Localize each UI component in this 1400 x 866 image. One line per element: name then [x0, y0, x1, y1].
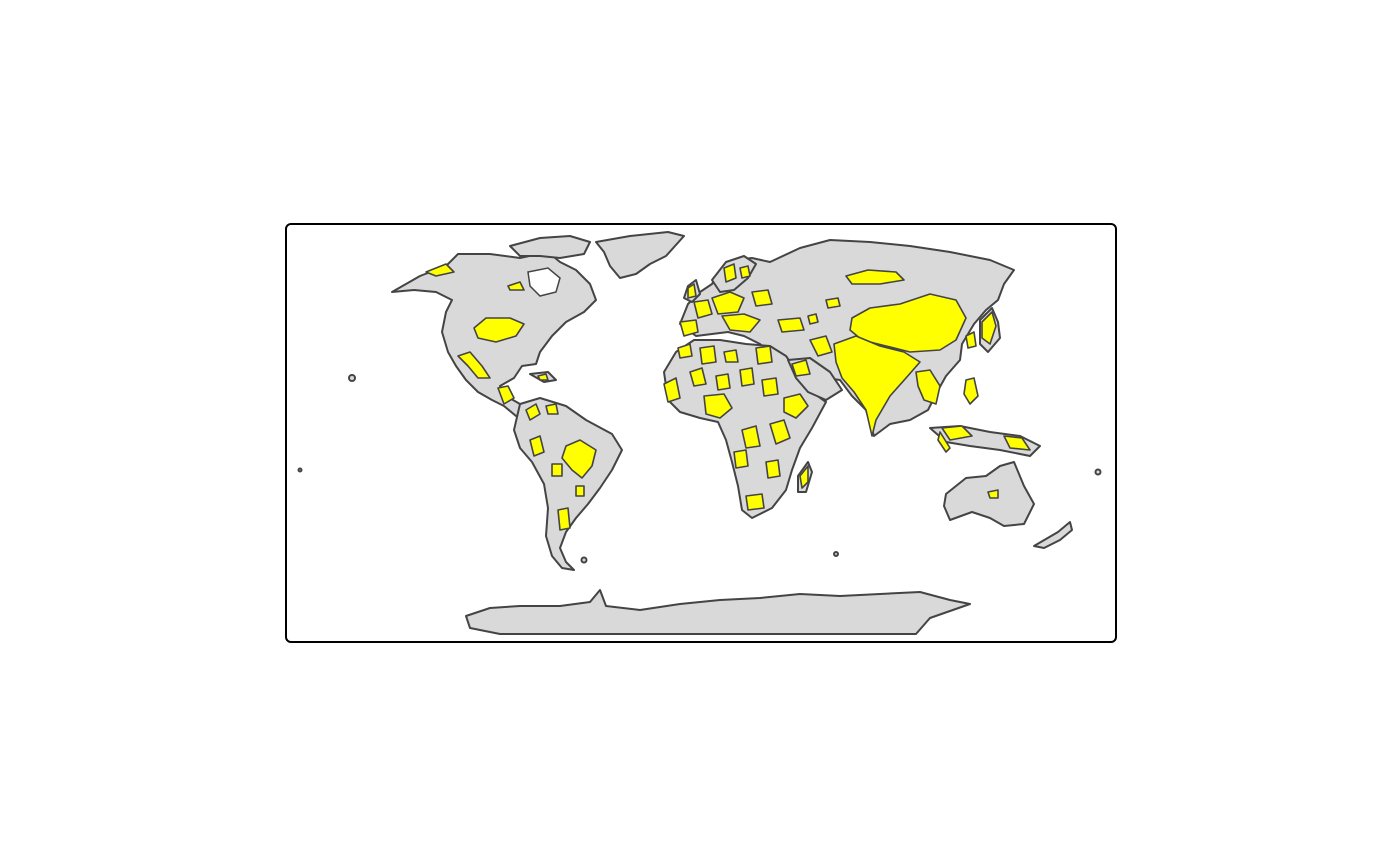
highlight-central-europe [711, 291, 745, 315]
highlight-mali [689, 367, 707, 387]
highlight-ethiopia [783, 393, 809, 419]
highlight-chad [739, 367, 755, 387]
highlight-west-africa [663, 377, 681, 403]
highlight-india [833, 335, 921, 437]
highlight-mexico [457, 351, 491, 379]
landmass-new-zealand [1033, 521, 1073, 549]
landmass-hawaii [348, 374, 356, 382]
highlight-australia-central [987, 489, 999, 499]
landmass-falklands [580, 556, 588, 564]
highlight-southeast-asia [915, 369, 941, 405]
highlight-venezuela [545, 403, 559, 415]
highlight-korea [965, 331, 977, 349]
landmass-pacific-islet [297, 467, 303, 473]
highlight-baltics [739, 265, 751, 279]
landmass-antarctica [465, 589, 971, 635]
landmass-fiji [1094, 468, 1102, 476]
highlight-usa [473, 317, 525, 343]
highlight-philippines [963, 377, 979, 405]
highlight-uruguay [575, 485, 585, 497]
highlight-libya [723, 349, 739, 363]
highlight-angola [733, 449, 749, 469]
highlight-central-america [497, 385, 515, 405]
landmass-greenland [595, 231, 685, 279]
map-frame [285, 223, 1117, 643]
highlight-canada-nw [425, 263, 455, 277]
highlight-iran [809, 335, 833, 357]
highlight-turkey [777, 317, 805, 333]
landmass-kerguelen [833, 551, 839, 557]
highlight-canada-small [507, 281, 525, 291]
highlight-colombia [525, 403, 541, 421]
highlight-peru [529, 435, 545, 457]
highlight-italy-balkans [721, 313, 761, 333]
highlight-morocco [677, 343, 693, 359]
highlight-algeria [699, 345, 717, 365]
highlight-bolivia [551, 463, 563, 477]
highlight-france [693, 299, 713, 319]
highlight-scandinavia [723, 263, 737, 283]
highlight-uk [687, 283, 697, 299]
highlight-niger [715, 373, 731, 391]
highlight-egypt [755, 345, 773, 365]
highlight-japan [981, 311, 997, 345]
landmass-hudson-bay [527, 267, 561, 297]
highlight-indonesia-east [1003, 435, 1031, 451]
landmass-south-america [513, 397, 623, 571]
highlight-central-asia [825, 297, 841, 309]
highlight-layer [425, 263, 1031, 531]
highlight-arabia [791, 359, 811, 377]
highlight-sudan [761, 377, 779, 397]
highlight-indonesia-west [941, 425, 973, 441]
highlight-eastern-europe [751, 289, 773, 307]
highlight-iberia [679, 319, 699, 337]
highlight-russia-siberia [845, 269, 905, 285]
highlight-madagascar [799, 465, 809, 489]
highlight-south-africa [745, 493, 765, 511]
landmass-arctic-islands [509, 235, 591, 259]
highlight-nigeria [703, 393, 733, 419]
highlight-drc [741, 425, 761, 449]
highlight-mozambique [765, 459, 781, 479]
highlight-brazil [561, 439, 597, 479]
land-layer [297, 231, 1102, 635]
highlight-east-africa [769, 419, 791, 445]
highlight-argentina [557, 507, 571, 531]
highlight-sri-lanka-region [937, 431, 951, 453]
highlight-caribbean [537, 373, 549, 381]
highlight-caucasus [807, 313, 819, 325]
